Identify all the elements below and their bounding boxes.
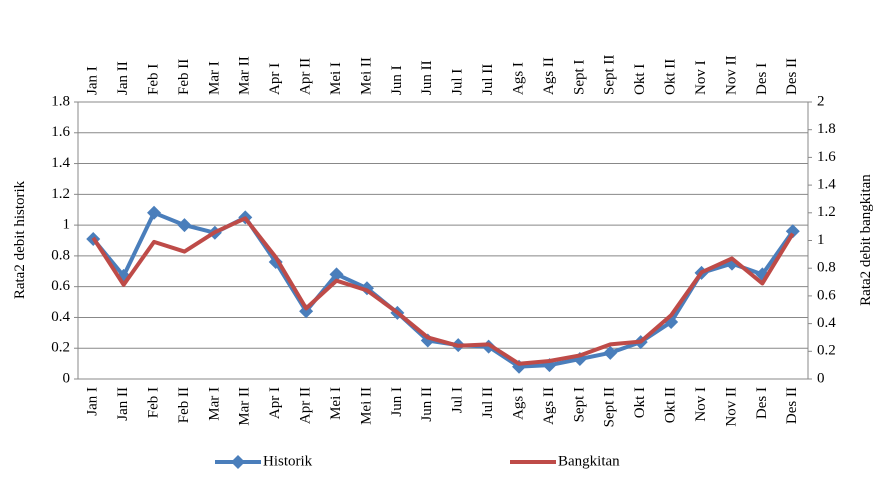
x-tick-label: Mar I bbox=[206, 387, 222, 421]
x-top-tick-label: Okt I bbox=[632, 64, 648, 95]
x-top-tick-label: Jan II bbox=[115, 61, 131, 95]
x-top-tick-label: Ags II bbox=[541, 57, 557, 95]
x-tick-label: Mei II bbox=[358, 387, 374, 425]
x-tick-label: Des I bbox=[754, 387, 770, 419]
x-top-tick-label: Apr I bbox=[267, 63, 283, 95]
x-top-tick-label: Feb II bbox=[176, 59, 192, 95]
x-tick-label: Apr II bbox=[298, 387, 314, 424]
y2-tick-label: 2 bbox=[817, 93, 825, 109]
y-tick-label: 0.6 bbox=[51, 278, 70, 294]
x-tick-label: Des II bbox=[784, 387, 800, 424]
y-tick-label: 1.8 bbox=[51, 93, 70, 109]
y2-tick-label: 0.6 bbox=[817, 287, 836, 303]
marker bbox=[329, 267, 344, 282]
x-top-tick-label: Apr II bbox=[298, 58, 314, 95]
marker bbox=[785, 224, 800, 239]
x-tick-label: Ags I bbox=[510, 387, 526, 420]
x-top-tick-label: Nov I bbox=[693, 60, 709, 95]
x-top-tick-label: Mei I bbox=[328, 62, 344, 95]
legend-label: Bangkitan bbox=[558, 453, 620, 469]
x-top-tick-label: Jun I bbox=[389, 65, 405, 95]
y2-tick-label: 1 bbox=[817, 232, 825, 248]
x-top-tick-label: Mei II bbox=[358, 57, 374, 95]
series-line bbox=[91, 216, 795, 366]
x-top-tick-label: Mar II bbox=[237, 56, 253, 95]
x-top-tick-label: Sept I bbox=[571, 60, 587, 95]
y-axis-title: Rata2 debit historik bbox=[12, 180, 28, 299]
x-top-tick-label: Nov II bbox=[723, 55, 739, 95]
y2-tick-label: 1.6 bbox=[817, 149, 836, 165]
y2-tick-label: 0.2 bbox=[817, 343, 836, 359]
y-tick-label: 0 bbox=[63, 370, 71, 386]
x-top-tick-label: Des II bbox=[784, 58, 800, 95]
y-tick-label: 0.8 bbox=[51, 247, 70, 263]
x-top-tick-label: Mar I bbox=[206, 61, 222, 95]
x-tick-label: Apr I bbox=[267, 387, 283, 419]
y-tick-label: 0.2 bbox=[51, 340, 70, 356]
x-top-tick-label: Jan I bbox=[85, 66, 101, 95]
x-tick-label: Okt II bbox=[663, 387, 679, 423]
x-tick-label: Jan I bbox=[85, 387, 101, 416]
plot-frame bbox=[77, 101, 809, 380]
x-tick-label: Nov I bbox=[693, 387, 709, 422]
y2-tick-label: 1.2 bbox=[817, 204, 836, 220]
x-tick-label: Sept II bbox=[602, 387, 618, 427]
x-tick-label: Sept I bbox=[571, 387, 587, 422]
x-tick-label: Nov II bbox=[723, 387, 739, 427]
y2-tick-label: 1.4 bbox=[817, 177, 836, 193]
x-top-tick-label: Jul II bbox=[480, 64, 496, 95]
x-tick-label: Feb I bbox=[145, 387, 161, 418]
y2-tick-label: 0.8 bbox=[817, 260, 836, 276]
marker bbox=[147, 205, 162, 220]
y2-tick-label: 0.4 bbox=[817, 315, 836, 331]
x-tick-label: Jul I bbox=[450, 387, 466, 413]
y-tick-label: 1.2 bbox=[51, 186, 70, 202]
x-top-tick-label: Des I bbox=[754, 63, 770, 95]
y-tick-label: 1.4 bbox=[51, 155, 70, 171]
y-tick-label: 1.6 bbox=[51, 124, 70, 140]
y-tick-label: 0.4 bbox=[51, 309, 70, 325]
x-tick-label: Mei I bbox=[328, 387, 344, 420]
x-top-tick-label: Feb I bbox=[145, 64, 161, 95]
x-top-tick-label: Okt II bbox=[663, 59, 679, 95]
legend-label: Historik bbox=[263, 453, 313, 469]
x-tick-label: Jan II bbox=[115, 387, 131, 421]
x-top-tick-label: Ags I bbox=[510, 62, 526, 95]
marker bbox=[603, 345, 618, 360]
x-tick-label: Feb II bbox=[176, 387, 192, 423]
y2-axis-title: Rata2 debit bangkitan bbox=[858, 174, 874, 306]
x-tick-label: Okt I bbox=[632, 387, 648, 418]
x-top-tick-label: Sept II bbox=[602, 55, 618, 95]
marker bbox=[177, 218, 192, 233]
x-tick-label: Jul II bbox=[480, 387, 496, 418]
x-tick-label: Ags II bbox=[541, 387, 557, 425]
y2-tick-label: 0 bbox=[817, 370, 825, 386]
y-tick-label: 1 bbox=[63, 217, 71, 233]
y2-tick-label: 1.8 bbox=[817, 121, 836, 137]
x-top-tick-label: Jul I bbox=[450, 69, 466, 95]
legend-marker bbox=[231, 455, 245, 469]
x-tick-label: Jun I bbox=[389, 387, 405, 417]
x-tick-label: Mar II bbox=[237, 387, 253, 426]
x-top-tick-label: Jun II bbox=[419, 60, 435, 95]
x-tick-label: Jun II bbox=[419, 387, 435, 422]
